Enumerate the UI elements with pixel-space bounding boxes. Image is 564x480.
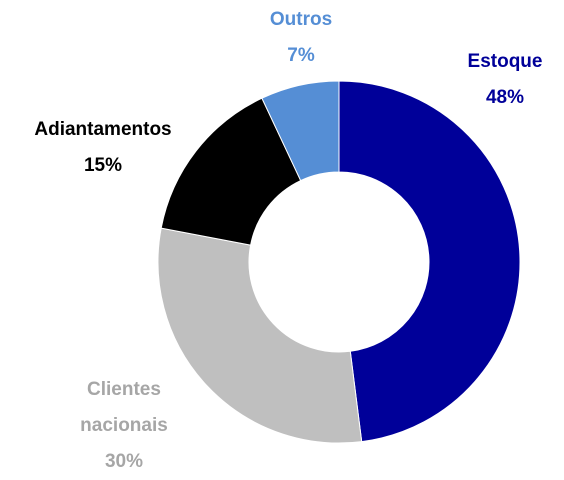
category-label: Estoque [467,51,543,72]
category-label: Outros [269,9,333,30]
donut-slice [338,80,521,443]
slice-label: Estoque 48% [435,44,564,116]
value-label: 48% [485,87,525,108]
value-label: 15% [83,155,123,176]
donut-slice [157,227,363,444]
value-label: 7% [287,45,315,66]
value-label: 30% [104,451,144,472]
category-label: Clientes nacionais [80,379,168,436]
donut-slice [261,80,340,182]
category-label: Adiantamentos [34,119,172,140]
donut-slice [160,97,302,246]
slice-label: Adiantamentos 15% [3,112,203,184]
slice-label: Clientes nacionais 30% [59,372,189,480]
slice-label: Outros 7% [251,2,351,74]
